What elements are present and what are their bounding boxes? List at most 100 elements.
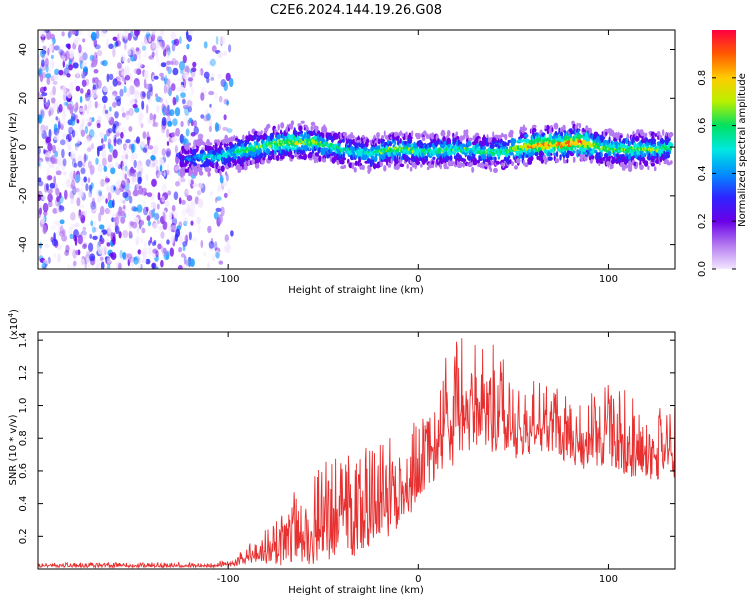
noise-cell bbox=[175, 228, 181, 238]
noise-cell bbox=[156, 203, 160, 210]
ridge-cell bbox=[417, 132, 421, 140]
noise-cell bbox=[157, 192, 161, 201]
noise-cell bbox=[221, 181, 228, 187]
ridge-cell bbox=[181, 145, 185, 152]
ridge-cell bbox=[233, 160, 238, 166]
noise-cell bbox=[68, 32, 71, 39]
ridge-cell bbox=[554, 131, 558, 136]
ridge-cell bbox=[619, 135, 623, 139]
noise-cell bbox=[216, 185, 221, 193]
noise-cell bbox=[57, 201, 62, 206]
noise-cell bbox=[45, 125, 49, 131]
noise-cell bbox=[223, 51, 227, 56]
noise-cell bbox=[41, 262, 47, 269]
noise-cell bbox=[112, 199, 115, 208]
ridge-cell bbox=[399, 163, 405, 168]
noise-cell bbox=[76, 71, 80, 78]
noise-cell bbox=[148, 209, 155, 219]
noise-cell bbox=[44, 152, 51, 158]
noise-cell bbox=[137, 176, 142, 185]
noise-cell bbox=[132, 221, 138, 229]
noise-cell bbox=[76, 197, 81, 207]
noise-cell bbox=[102, 246, 108, 253]
noise-cell bbox=[42, 202, 49, 213]
noise-cell bbox=[117, 210, 121, 217]
noise-cell bbox=[75, 101, 79, 111]
noise-cell bbox=[118, 141, 122, 152]
noise-cell bbox=[160, 259, 164, 268]
ridge-cell bbox=[628, 166, 633, 173]
ridge-cell bbox=[316, 152, 319, 157]
noise-cell bbox=[151, 178, 157, 187]
ridge-cell bbox=[504, 133, 508, 141]
noise-cell bbox=[107, 154, 113, 163]
noise-cell bbox=[187, 106, 192, 113]
noise-cell bbox=[186, 43, 190, 50]
snr-series-line bbox=[38, 338, 675, 569]
noise-cell bbox=[102, 157, 107, 167]
noise-cell bbox=[182, 78, 186, 89]
noise-cell bbox=[186, 195, 193, 202]
noise-cell bbox=[208, 241, 215, 249]
noise-cell bbox=[80, 129, 86, 137]
noise-cell bbox=[125, 182, 132, 191]
heatmap-y-tick-label: -40 bbox=[18, 236, 29, 252]
noise-cell bbox=[67, 43, 71, 50]
noise-cell bbox=[123, 30, 128, 40]
noise-cell bbox=[107, 263, 111, 269]
noise-cell bbox=[70, 223, 75, 230]
noise-cell bbox=[106, 73, 110, 83]
ridge-cell bbox=[353, 167, 357, 173]
ridge-cell bbox=[254, 163, 260, 169]
noise-cell bbox=[182, 264, 188, 269]
noise-cell bbox=[150, 201, 156, 209]
ridge-core-cell bbox=[267, 141, 272, 146]
noise-cell bbox=[98, 240, 101, 247]
noise-cell bbox=[74, 222, 80, 228]
noise-cell bbox=[158, 97, 164, 103]
noise-cell bbox=[99, 234, 103, 242]
noise-cell bbox=[228, 77, 234, 88]
ridge-cell bbox=[223, 143, 227, 148]
noise-cell bbox=[166, 164, 170, 172]
ridge-cell bbox=[188, 171, 194, 175]
ridge-cell bbox=[605, 131, 608, 136]
noise-cell bbox=[209, 191, 214, 196]
ridge-cell bbox=[411, 130, 414, 137]
noise-cell bbox=[117, 76, 121, 83]
noise-cell bbox=[99, 256, 104, 261]
noise-cell bbox=[48, 92, 53, 100]
noise-cell bbox=[172, 118, 178, 127]
noise-cell bbox=[149, 236, 153, 244]
noise-cell bbox=[208, 125, 212, 133]
ridge-cell bbox=[308, 151, 313, 159]
noise-cell bbox=[44, 30, 50, 34]
noise-cell bbox=[88, 184, 92, 192]
noise-cell bbox=[101, 143, 106, 149]
noise-cell bbox=[163, 171, 166, 177]
noise-cell bbox=[203, 115, 209, 122]
noise-cell bbox=[69, 244, 75, 253]
noise-cell bbox=[95, 30, 100, 40]
ridge-cell bbox=[246, 140, 250, 145]
ridge-cell bbox=[207, 171, 211, 177]
ridge-cell bbox=[310, 125, 314, 131]
ridge-cell bbox=[265, 129, 268, 134]
noise-cell bbox=[60, 160, 66, 170]
noise-cell bbox=[119, 249, 123, 259]
ridge-cell bbox=[466, 140, 472, 147]
noise-cell bbox=[175, 181, 180, 187]
noise-cell bbox=[77, 30, 83, 36]
noise-cell bbox=[169, 60, 174, 65]
noise-cell bbox=[110, 167, 116, 175]
noise-cell bbox=[153, 222, 159, 230]
ridge-cell bbox=[298, 125, 303, 132]
noise-cell bbox=[170, 31, 177, 40]
noise-cell bbox=[92, 77, 95, 84]
noise-cell bbox=[50, 54, 54, 60]
noise-cell bbox=[55, 170, 62, 176]
noise-cell bbox=[151, 208, 156, 218]
ridge-cell bbox=[304, 131, 306, 139]
noise-cell bbox=[134, 30, 140, 37]
noise-cell bbox=[84, 104, 88, 111]
